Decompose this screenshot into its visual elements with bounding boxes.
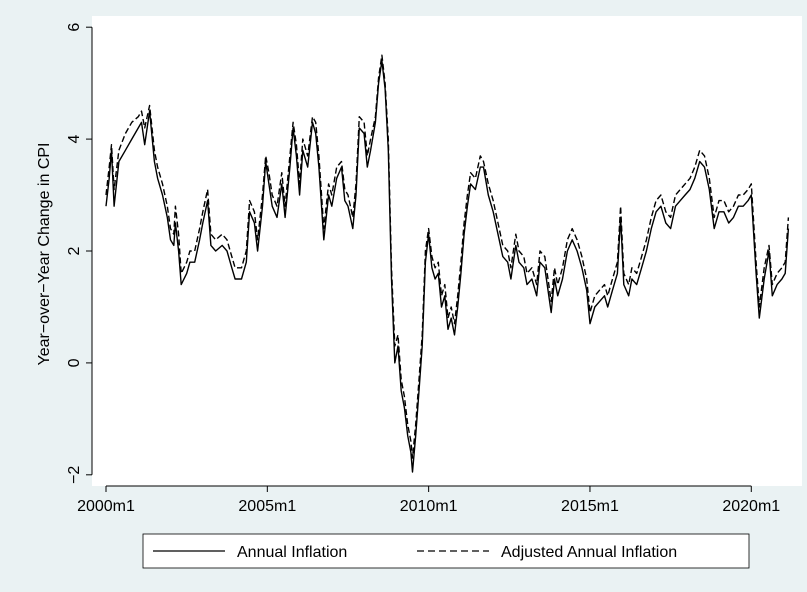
legend-label-annual-inflation: Annual Inflation [237, 544, 347, 561]
x-tick-label: 2000m1 [77, 498, 135, 515]
x-axis: 2000m1 2005m1 2010m1 2015m1 2020m1 [77, 485, 780, 515]
y-tick-label: −2 [66, 466, 83, 484]
y-axis: −2 0 2 4 6 [66, 23, 93, 484]
series-line-adjusted-annual-inflation [105, 54, 790, 459]
series-layer [105, 54, 790, 473]
series-line-annual-inflation [105, 60, 790, 473]
x-tick-label: 2010m1 [400, 498, 458, 515]
y-tick-label: 2 [66, 246, 83, 255]
x-tick-label: 2015m1 [561, 498, 619, 515]
y-tick-label: 4 [66, 135, 83, 144]
legend: Annual Inflation Adjusted Annual Inflati… [142, 533, 750, 569]
y-tick-label: 6 [66, 23, 83, 32]
x-tick-label: 2005m1 [238, 498, 296, 515]
plot-area [92, 16, 802, 486]
x-tick-label: 2020m1 [722, 498, 780, 515]
y-tick-label: 0 [66, 358, 83, 367]
legend-label-adjusted-annual-inflation: Adjusted Annual Inflation [501, 544, 677, 561]
y-axis-label: Year−over−Year Change in CPI [36, 143, 53, 366]
